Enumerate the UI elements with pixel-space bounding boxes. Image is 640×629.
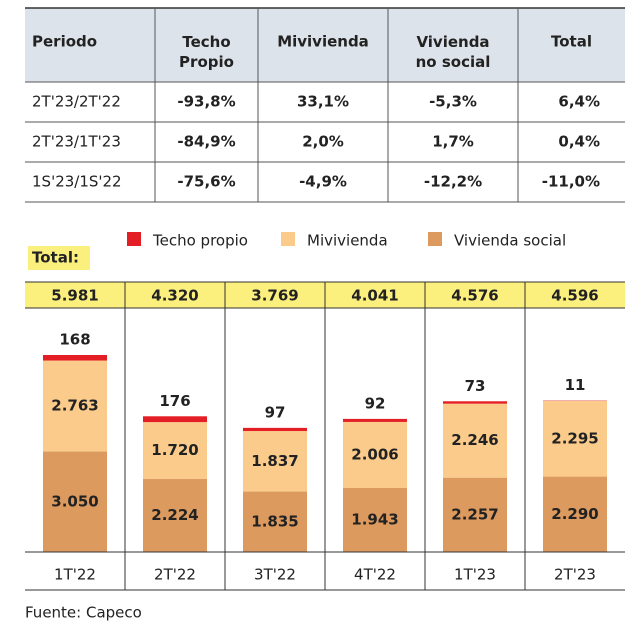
table-cell: -84,9% — [177, 133, 235, 151]
bar-segment — [143, 416, 207, 422]
table-cell: -75,6% — [177, 173, 235, 191]
table-cell: -93,8% — [177, 93, 235, 111]
legend-swatch — [281, 232, 295, 246]
total-value: 4.041 — [351, 287, 398, 305]
table-cell: 2T'23/2T'22 — [32, 93, 121, 111]
x-tick-label: 1T'23 — [454, 566, 496, 584]
table-cell: 2,0% — [302, 133, 344, 151]
value-label: 1.720 — [151, 441, 198, 459]
header-line: Techo — [182, 33, 230, 51]
value-label: 2.295 — [551, 429, 598, 447]
value-label: 92 — [365, 394, 386, 412]
value-label: 1.835 — [251, 512, 298, 530]
total-value: 4.576 — [451, 287, 498, 305]
table-cell: -11,0% — [542, 173, 600, 191]
table-cell: 6,4% — [558, 93, 600, 111]
table-cell: 1,7% — [432, 133, 474, 151]
value-label: 176 — [159, 392, 190, 410]
value-label: 1.837 — [251, 452, 298, 470]
table-cell: 33,1% — [297, 93, 349, 111]
total-label: Total: — [32, 249, 79, 267]
table-cell: -4,9% — [299, 173, 347, 191]
legend-swatch — [127, 232, 141, 246]
x-tick-label: 3T'22 — [254, 566, 296, 584]
x-tick-label: 2T'22 — [154, 566, 196, 584]
x-tick-label: 4T'22 — [354, 566, 396, 584]
header-line: Vivienda — [416, 33, 489, 51]
value-label: 168 — [59, 331, 90, 349]
bar-segment — [243, 428, 307, 431]
table-header-cell: Mivivienda — [277, 33, 369, 51]
value-label: 2.290 — [551, 505, 598, 523]
value-label: 1.943 — [351, 511, 398, 529]
header-line: Propio — [179, 53, 234, 71]
bar-segment — [343, 419, 407, 422]
table-cell: 1S'23/1S'22 — [32, 173, 122, 191]
table-header-cell: Periodo — [32, 33, 97, 51]
source: Fuente: Capeco — [25, 604, 142, 622]
value-label: 2.763 — [51, 397, 98, 415]
legend-label: Techo propio — [152, 232, 248, 250]
table-cell: 2T'23/1T'23 — [32, 133, 121, 151]
bar-segment — [43, 355, 107, 361]
table-header-cell: Total — [551, 33, 592, 51]
value-label: 2.257 — [451, 505, 498, 523]
x-tick-label: 1T'22 — [54, 566, 96, 584]
value-label: 2.224 — [151, 506, 198, 524]
value-label: 11 — [565, 376, 586, 394]
total-value: 3.769 — [251, 287, 298, 305]
header-line: no social — [416, 53, 491, 71]
total-value: 4.320 — [151, 287, 198, 305]
legend-swatch — [428, 232, 442, 246]
value-label: 97 — [265, 403, 286, 421]
value-label: 73 — [465, 377, 486, 395]
bar-segment — [443, 401, 507, 403]
table-cell: -5,3% — [429, 93, 477, 111]
value-label: 2.246 — [451, 431, 498, 449]
x-tick-label: 2T'23 — [554, 566, 596, 584]
legend-label: Mivivienda — [307, 232, 388, 250]
value-label: 3.050 — [51, 492, 98, 510]
total-value: 5.981 — [51, 287, 98, 305]
value-label: 2.006 — [351, 445, 398, 463]
total-value: 4.596 — [551, 287, 598, 305]
table-cell: -12,2% — [424, 173, 482, 191]
legend-label: Vivienda social — [454, 232, 566, 250]
table-cell: 0,4% — [558, 133, 600, 151]
